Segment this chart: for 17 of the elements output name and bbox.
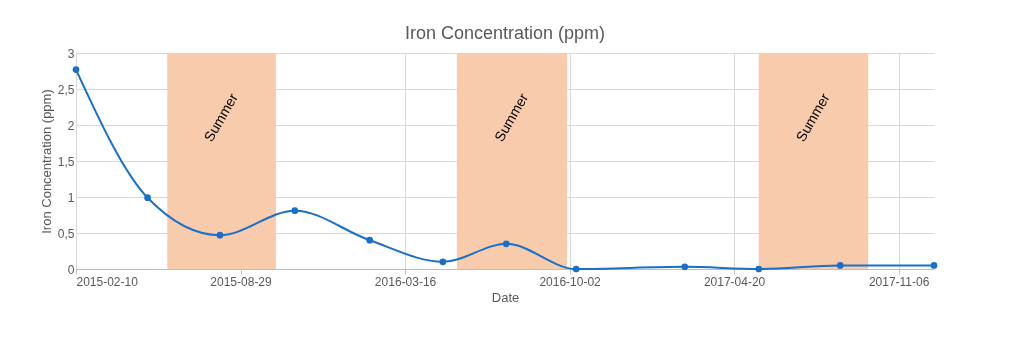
- y-tick-label: 1: [67, 190, 75, 205]
- y-tick-label: 2,5: [57, 82, 75, 97]
- x-tick-label: 2015-02-10: [76, 274, 139, 289]
- x-axis-title: Date: [491, 289, 520, 305]
- point: [930, 262, 938, 269]
- x-tick-label: 2017-11-06: [868, 274, 930, 289]
- y-tick-label: 1,5: [57, 154, 75, 169]
- x-tick-label: 2015-08-29: [210, 274, 273, 289]
- y-tick-label: 0,5: [57, 226, 75, 241]
- x-tick-label: 2017-04-20: [703, 274, 766, 289]
- chart-title: Iron Concentration (ppm): [404, 23, 606, 43]
- y-tick-label: 2: [67, 118, 75, 133]
- x-tick-label: 2016-10-02: [539, 274, 602, 289]
- y-axis-title: Iron Concentration (ppm): [38, 89, 54, 234]
- y-tick-label: 0: [67, 262, 75, 277]
- x-tick-label: 2016-03-16: [374, 274, 437, 289]
- y-tick-label: 3: [67, 46, 75, 61]
